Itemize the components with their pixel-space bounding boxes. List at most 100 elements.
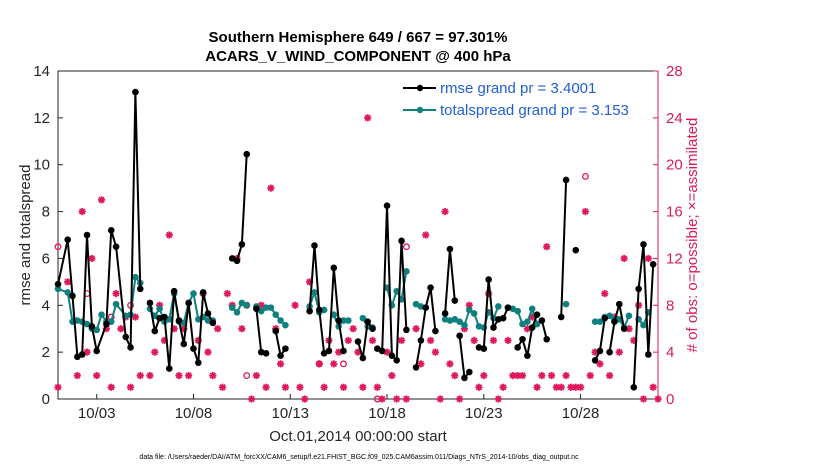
spread-point [282,321,289,329]
rmse-point [83,231,91,239]
assimilated-marker [581,207,590,216]
rmse-point [359,354,367,362]
rmse-point [170,287,178,295]
x-tick-label: 10/18 [368,405,406,422]
spread-point [64,289,71,296]
assimilated-marker-d2 [175,372,183,379]
rmse-point [427,284,434,292]
assimilated-marker [446,360,454,368]
assimilated-marker-d2 [553,384,560,391]
spread-point [267,304,275,311]
rmse-point [514,344,521,351]
assimilated-marker-d2 [490,337,497,344]
rmse-point [54,280,62,288]
assimilated-marker-d2 [185,372,192,379]
assimilated-marker-d2 [403,395,410,403]
assimilated-marker-d2 [349,325,357,332]
assimilated-marker-d2 [137,372,144,379]
rmse-point [645,351,652,358]
assimilated-marker-d2 [412,325,420,332]
rmse-point [161,313,168,321]
assimilated-marker [586,371,594,380]
assimilated-marker-d2 [224,290,231,297]
rmse-point [262,350,270,357]
assimilated-marker-d2 [577,384,584,391]
assimilated-marker-d2 [93,372,100,379]
rmse-point [64,236,71,243]
assimilated-marker-d2 [582,208,589,215]
assimilated-marker [209,371,217,380]
rmse-point [596,347,604,355]
rmse-point [635,285,642,293]
assimilated-marker [639,395,648,403]
assimilated-marker-d2 [509,372,517,379]
assimilated-marker-d2 [620,255,628,262]
rmse-point [615,300,623,308]
spread-point [596,318,604,325]
rmse-point [272,327,280,335]
assimilated-marker [64,278,72,286]
rmse-point [78,351,86,358]
rmse-point [364,318,371,325]
assimilated-marker-d2 [417,360,425,368]
y-right-tick-label: 0 [666,391,674,408]
assimilated-marker [276,360,285,368]
assimilated-marker [649,383,657,391]
assimilated-marker [393,395,401,403]
rmse-point [146,299,154,307]
spread-point [625,312,633,320]
y-axis-left-label: rmse and totalspread [17,165,34,306]
spread-point [320,306,328,314]
rmse-series [54,88,657,391]
legend-box [392,75,652,123]
assimilated-marker-d2 [151,348,159,356]
assimilated-marker [499,383,507,391]
assimilated-marker-d2 [345,337,352,344]
possible-marker [581,172,589,180]
assimilated-marker [397,336,406,345]
assimilated-marker [54,383,62,391]
rmse-point [112,243,120,251]
assimilated-marker [107,383,115,391]
rmse-point [451,297,459,304]
rmse-point [432,327,439,335]
assimilated-marker [349,325,357,333]
assimilated-marker-d2 [88,255,96,262]
assimilated-marker [533,383,541,391]
rmse-point [403,326,410,334]
assimilated-marker [93,371,101,380]
assimilated-marker [97,196,106,204]
assimilated-marker [223,289,231,298]
rmse-point [533,311,541,318]
y-right-tick-label: 24 [666,110,683,127]
assimilated-marker [136,371,144,380]
rmse-point [315,306,323,314]
assimilated-marker [320,383,328,391]
rmse-point [335,317,342,324]
assimilated-marker [368,336,377,345]
assimilated-marker-d2 [572,384,579,391]
possible-marker [54,243,62,251]
assimilated-marker-d2 [470,337,478,344]
spread-point [93,326,101,334]
assimilated-marker-d2 [267,184,275,192]
possible-marker [340,360,347,368]
spread-point [345,317,352,324]
assimilated-marker [654,395,662,403]
assimilated-marker-d2 [132,313,139,321]
rmse-point [180,340,188,348]
rmse-point [480,345,488,352]
rmse-point [485,276,492,283]
assimilated-marker-d2 [480,372,488,379]
assimilated-marker-d2 [238,325,246,332]
rmse-point [132,88,139,96]
rmse-point [591,357,599,364]
spread-point [228,304,236,311]
assimilated-marker-d2 [98,196,105,204]
x-tick-label: 10/28 [562,405,600,422]
chart-title-line1: Southern Hemisphere 649 / 667 = 97.301% [209,29,508,46]
rmse-point [122,333,130,341]
assimilated-marker-d2 [649,384,657,391]
rmse-point [253,305,260,313]
rmse-point [127,344,134,351]
